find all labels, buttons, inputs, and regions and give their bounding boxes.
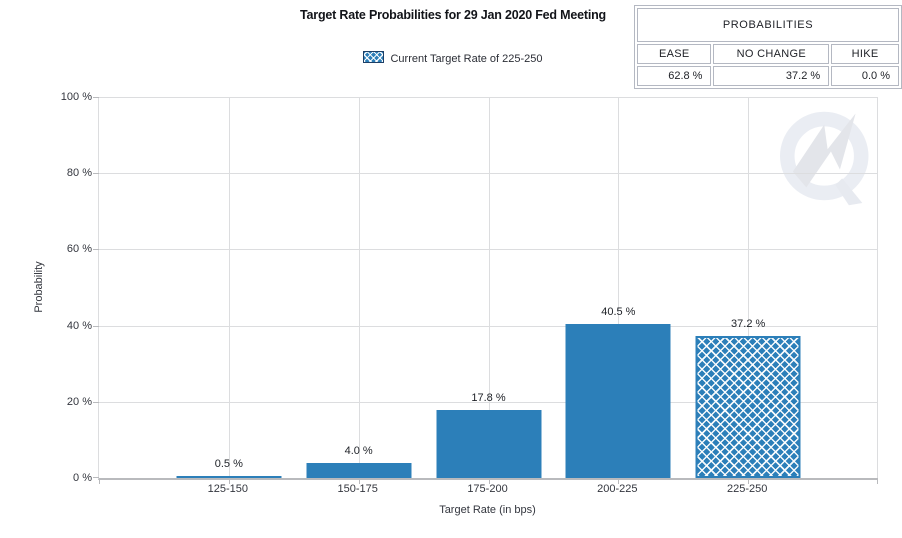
no-change-value: 37.2 % <box>713 66 830 86</box>
y-tick-mark <box>93 173 99 175</box>
gridline-vertical <box>228 97 230 478</box>
y-tick-mark <box>93 325 99 327</box>
x-tick-label: 125-150 <box>207 483 249 495</box>
gridline-vertical <box>488 97 490 478</box>
bar-225-250 <box>695 336 801 478</box>
bar-175-200 <box>436 410 541 478</box>
gridline-vertical <box>748 97 750 478</box>
x-tick-mark <box>99 480 100 484</box>
bar-150-175 <box>306 462 412 478</box>
x-tick-label: 225-250 <box>726 483 768 495</box>
column-header-hike: HIKE <box>831 44 899 64</box>
gridline-vertical <box>877 97 878 478</box>
probabilities-table-title-row: PROBABILITIES <box>637 8 899 42</box>
crosshatch-swatch-icon <box>363 51 385 63</box>
y-tick-label: 20 % <box>66 395 92 408</box>
plot-area: 0.5 % 4.0 % 17.8 % 40.5 % 37.2 % <box>93 97 878 484</box>
legend-label: Current Target Rate of 225-250 <box>390 53 543 65</box>
x-axis-tick-labels: 125-150 150-175 175-200 200-225 225-250 <box>98 483 877 498</box>
y-tick-mark <box>93 249 99 251</box>
gridline-vertical <box>618 97 620 478</box>
bar-value-label: 40.5 % <box>601 305 636 318</box>
bar-value-label: 17.8 % <box>471 392 506 405</box>
x-tick-label: 150-175 <box>337 483 378 495</box>
x-tick-mark <box>618 480 620 484</box>
x-tick-label: 175-200 <box>467 483 508 495</box>
probabilities-table-title: PROBABILITIES <box>637 8 899 42</box>
chart-title: Target Rate Probabilities for 29 Jan 202… <box>300 8 606 22</box>
ease-value: 62.8 % <box>637 66 712 86</box>
bar-value-label: 4.0 % <box>344 444 373 457</box>
x-tick-mark <box>228 480 230 484</box>
x-tick-mark <box>358 480 360 484</box>
column-header-ease: EASE <box>637 44 712 64</box>
bar-125-150 <box>176 476 282 478</box>
x-axis-title: Target Rate (in bps) <box>439 504 536 516</box>
y-tick-mark <box>93 477 99 478</box>
y-tick-mark <box>93 97 99 98</box>
probabilities-table-header-row: EASE NO CHANGE HIKE <box>637 44 899 64</box>
chart-legend: Current Target Rate of 225-250 <box>0 51 902 65</box>
quikstrike-watermark-logo <box>780 111 869 206</box>
bar-200-225 <box>565 323 671 478</box>
y-tick-label: 100 % <box>60 91 92 103</box>
probabilities-table-value-row: 62.8 % 37.2 % 0.0 % <box>637 66 899 86</box>
bar-value-label: 0.5 % <box>214 458 243 471</box>
bar-value-label: 37.2 % <box>731 318 766 331</box>
y-tick-label: 80 % <box>66 167 92 180</box>
probabilities-table: PROBABILITIES EASE NO CHANGE HIKE 62.8 %… <box>634 5 902 89</box>
hike-value: 0.0 % <box>831 66 899 86</box>
y-tick-label: 40 % <box>66 319 92 332</box>
y-axis-tick-labels: 0 % 20 % 40 % 60 % 80 % 100 % <box>0 91 92 484</box>
gridline-vertical <box>358 97 360 478</box>
x-tick-mark <box>877 480 878 484</box>
x-tick-label: 200-225 <box>597 483 638 495</box>
x-tick-mark <box>488 480 490 484</box>
y-tick-mark <box>93 401 99 403</box>
y-tick-label: 60 % <box>66 243 92 256</box>
y-tick-label: 0 % <box>73 472 92 484</box>
x-tick-mark <box>748 480 750 484</box>
column-header-no-change: NO CHANGE <box>713 44 830 64</box>
